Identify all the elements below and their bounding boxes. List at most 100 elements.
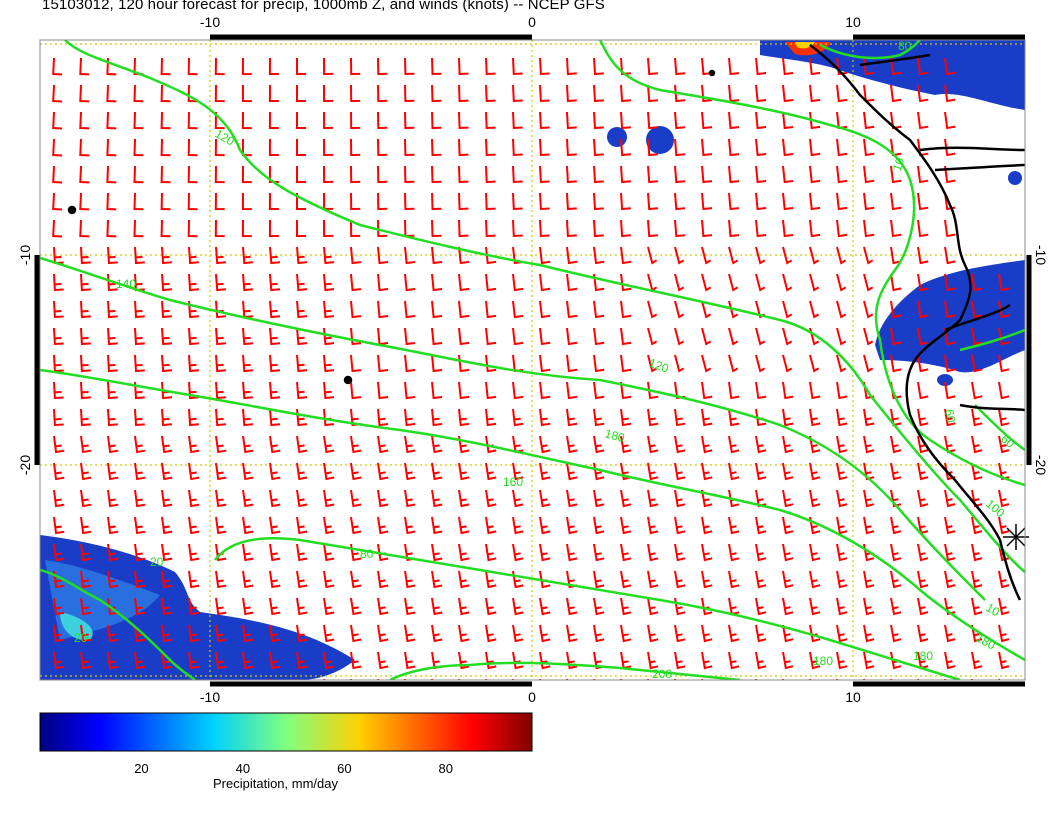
- wind-barb: [296, 489, 308, 508]
- wind-barb: [944, 246, 956, 265]
- wind-barb: [782, 597, 794, 616]
- wind-barb: [944, 300, 956, 319]
- wind-barb: [377, 381, 389, 400]
- contour-label: 200: [652, 667, 672, 681]
- contour-label: 120: [647, 356, 671, 376]
- wind-barb: [701, 192, 713, 211]
- right-tick: -20: [1033, 455, 1049, 475]
- wind-barb: [79, 111, 90, 130]
- contour-line: [974, 404, 1025, 452]
- wind-barb: [755, 138, 767, 157]
- wind-barb: [944, 516, 956, 535]
- wind-barb: [566, 489, 578, 508]
- contour-label: 180: [603, 426, 626, 445]
- wind-barb: [269, 678, 272, 680]
- wind-barb: [241, 84, 252, 103]
- wind-barb: [566, 435, 578, 454]
- wind-barb: [133, 111, 144, 130]
- coastline: [67, 44, 1025, 601]
- contour-line: [598, 40, 1025, 487]
- wind-barb: [917, 84, 929, 103]
- contour-label: 140: [116, 277, 136, 291]
- wind-barb: [809, 543, 821, 562]
- wind-barb: [53, 597, 65, 616]
- wind-barb: [296, 85, 306, 102]
- wind-barb: [512, 111, 523, 130]
- wind-barb: [647, 138, 658, 157]
- wind-barb: [728, 516, 740, 535]
- wind-barb: [836, 462, 848, 481]
- wind-barb: [890, 327, 902, 346]
- wind-barb: [539, 138, 550, 157]
- wind-barb: [674, 543, 686, 562]
- wind-barb: [917, 678, 920, 680]
- wind-barb: [431, 111, 442, 130]
- wind-barb: [296, 193, 306, 210]
- wind-barb: [971, 273, 983, 292]
- wind-barb: [917, 273, 929, 292]
- wind-barb: [214, 165, 225, 184]
- wind-barb: [836, 246, 847, 265]
- wind-barb: [242, 327, 253, 346]
- wind-barb: [647, 327, 658, 346]
- wind-barb: [242, 678, 245, 680]
- wind-barb: [323, 435, 335, 454]
- contour-line: [40, 568, 196, 680]
- wind-barb: [620, 138, 631, 157]
- wind-barb: [674, 327, 685, 346]
- wind-barb: [809, 84, 821, 103]
- wind-barb: [701, 381, 713, 400]
- wind-barb: [296, 327, 308, 346]
- wind-barb: [917, 624, 929, 643]
- gridlines: [40, 40, 1025, 680]
- wind-barb: [755, 327, 766, 346]
- wind-barb: [944, 57, 956, 76]
- wind-barb: [647, 408, 659, 427]
- left-tick: -20: [17, 455, 33, 475]
- wind-barb: [782, 408, 794, 427]
- wind-barb: [620, 516, 632, 535]
- wind-barb: [620, 597, 632, 616]
- wind-barb: [971, 327, 983, 346]
- wind-barb: [485, 489, 497, 508]
- wind-barb: [593, 435, 605, 454]
- wind-barb: [350, 84, 361, 103]
- wind-barb: [52, 138, 63, 157]
- wind-barb: [107, 543, 119, 562]
- wind-barb: [863, 327, 874, 346]
- wind-barb: [377, 300, 389, 319]
- wind-barb: [512, 651, 524, 670]
- wind-barb: [809, 57, 821, 76]
- wind-barb: [323, 489, 335, 508]
- wind-barb: [53, 543, 65, 562]
- wind-barb: [431, 462, 443, 481]
- wind-barb: [755, 651, 767, 670]
- wind-barb: [350, 57, 361, 76]
- wind-barb: [539, 489, 551, 508]
- wind-barb: [323, 408, 335, 427]
- wind-barb: [269, 516, 281, 535]
- wind-barb: [512, 489, 524, 508]
- wind-barb: [647, 300, 658, 319]
- wind-barb: [350, 678, 353, 680]
- wind-barb: [53, 381, 64, 400]
- wind-barb: [160, 111, 171, 130]
- wind-barb: [674, 516, 686, 535]
- wind-barb: [620, 300, 632, 319]
- wind-barb: [485, 462, 497, 481]
- wind-barb: [485, 516, 497, 535]
- wind-barb: [53, 651, 65, 670]
- wind-barb: [215, 516, 227, 535]
- wind-barb: [917, 570, 929, 589]
- wind-barb: [755, 354, 766, 373]
- wind-barb: [539, 165, 550, 184]
- wind-barb: [512, 678, 515, 680]
- wind-barb: [404, 381, 416, 400]
- wind-barb: [836, 111, 848, 130]
- wind-barb: [809, 219, 821, 238]
- wind-barb: [269, 624, 281, 643]
- wind-barb: [863, 489, 875, 508]
- wind-barb: [890, 246, 902, 265]
- wind-barb: [133, 219, 144, 238]
- wind-barb: [404, 435, 416, 454]
